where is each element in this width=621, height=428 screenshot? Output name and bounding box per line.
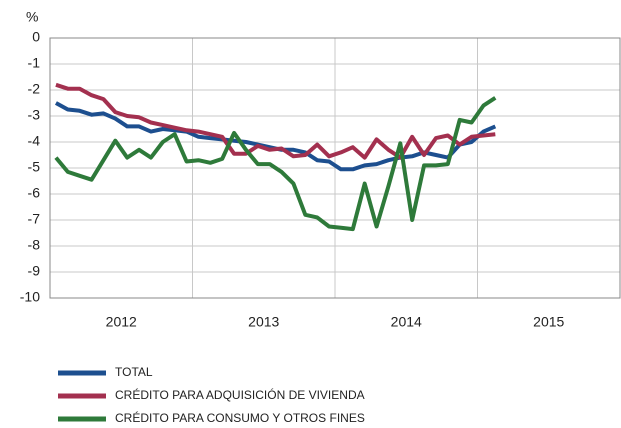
series-line <box>54 96 497 232</box>
x-tick-label: 2013 <box>248 314 279 330</box>
x-tick-label: 2015 <box>533 314 564 330</box>
y-tick-label: -1 <box>28 55 41 71</box>
x-tick-label: 2014 <box>391 314 422 330</box>
y-tick-label: -7 <box>28 211 41 227</box>
legend-label: TOTAL <box>115 365 153 379</box>
y-tick-label: -8 <box>28 237 41 253</box>
y-tick-label: -4 <box>28 133 41 149</box>
plot-frame <box>49 37 621 299</box>
legend-label: CRÉDITO PARA ADQUISICIÓN DE VIVIENDA <box>115 387 365 402</box>
y-unit: % <box>26 9 38 25</box>
y-tick-label: -6 <box>28 185 41 201</box>
series-line <box>55 82 496 160</box>
y-tick-label: -9 <box>28 263 41 279</box>
legend-label: CRÉDITO PARA CONSUMO Y OTROS FINES <box>115 410 365 425</box>
y-tick-label: -10 <box>20 289 40 305</box>
y-tick-label: -5 <box>28 159 41 175</box>
y-tick-label: 0 <box>32 29 40 45</box>
x-tick-label: 2012 <box>106 314 137 330</box>
y-tick-label: -3 <box>28 107 41 123</box>
y-tick-label: -2 <box>28 81 41 97</box>
